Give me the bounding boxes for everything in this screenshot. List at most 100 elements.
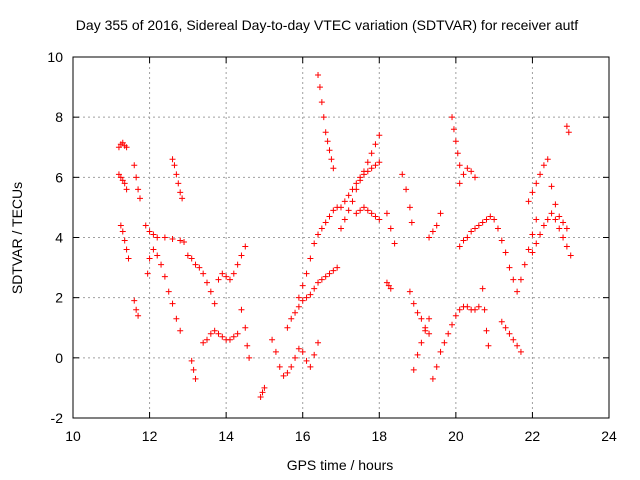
data-point xyxy=(414,351,421,358)
data-point xyxy=(115,171,122,178)
data-point xyxy=(364,207,371,214)
data-point xyxy=(429,228,436,235)
data-point xyxy=(299,282,306,289)
data-point xyxy=(330,267,337,274)
data-point xyxy=(119,139,126,146)
data-point xyxy=(234,261,241,268)
series-arc-26 xyxy=(410,315,433,373)
data-point xyxy=(481,306,488,313)
data-point xyxy=(123,186,130,193)
data-markers xyxy=(115,72,574,400)
data-point xyxy=(502,249,509,256)
data-point xyxy=(475,222,482,229)
data-point xyxy=(188,255,195,262)
data-point xyxy=(219,270,226,277)
data-point xyxy=(460,171,467,178)
x-tick-label: 16 xyxy=(295,428,311,444)
series-arc-14 xyxy=(257,384,268,400)
series-arc-3 xyxy=(117,222,132,262)
data-point xyxy=(119,177,126,184)
data-point xyxy=(334,264,341,271)
data-point xyxy=(230,270,237,277)
data-point xyxy=(117,222,124,229)
data-point xyxy=(165,288,172,295)
data-point xyxy=(303,294,310,301)
data-point xyxy=(204,336,210,343)
data-point xyxy=(173,171,180,178)
data-point xyxy=(341,216,348,223)
data-point xyxy=(322,219,329,226)
data-point xyxy=(326,213,333,220)
data-point xyxy=(454,150,461,157)
data-point xyxy=(169,300,176,307)
data-point xyxy=(324,138,331,145)
data-point xyxy=(349,186,356,193)
data-point xyxy=(226,276,233,283)
data-point xyxy=(376,159,383,166)
data-point xyxy=(437,348,444,355)
data-point xyxy=(506,264,513,271)
data-point xyxy=(441,339,448,346)
data-point xyxy=(154,252,161,259)
data-point xyxy=(433,363,440,370)
data-point xyxy=(117,174,124,181)
data-point xyxy=(318,99,325,106)
data-point xyxy=(426,315,433,322)
data-point xyxy=(560,219,567,226)
data-point xyxy=(303,357,310,364)
data-point xyxy=(517,276,524,283)
data-point xyxy=(529,231,536,238)
data-point xyxy=(316,84,323,91)
data-point xyxy=(376,216,383,223)
series-arc-10 xyxy=(184,252,218,307)
data-point xyxy=(408,219,415,226)
data-point xyxy=(357,207,364,214)
data-point xyxy=(521,261,528,268)
data-point xyxy=(445,330,452,337)
data-point xyxy=(318,276,325,283)
series-arc-34 xyxy=(498,318,524,355)
data-point xyxy=(158,261,165,268)
data-point xyxy=(244,342,251,349)
data-point xyxy=(479,219,486,226)
data-point xyxy=(368,210,375,217)
data-point xyxy=(353,180,360,187)
data-point xyxy=(171,162,178,169)
data-point xyxy=(179,195,186,202)
data-point xyxy=(315,72,322,79)
x-tick-label: 24 xyxy=(601,428,617,444)
data-point xyxy=(456,180,463,187)
data-point xyxy=(131,162,138,169)
data-point xyxy=(533,216,540,223)
data-point xyxy=(345,207,352,214)
series-arc-12 xyxy=(215,243,249,283)
data-point xyxy=(387,285,394,292)
data-point xyxy=(184,252,191,259)
series-arc-32 xyxy=(479,285,492,349)
data-point xyxy=(146,228,153,235)
data-point xyxy=(506,330,513,337)
series-arc-13 xyxy=(238,306,253,361)
data-point xyxy=(315,231,322,238)
y-tick-label: 4 xyxy=(55,230,63,246)
data-point xyxy=(364,159,371,166)
data-point xyxy=(257,393,264,400)
series-arc-16 xyxy=(284,264,341,331)
data-point xyxy=(353,210,360,217)
data-point xyxy=(303,270,310,277)
series-arc-9 xyxy=(188,357,199,382)
series-arc-2 xyxy=(115,171,130,193)
data-point xyxy=(311,285,318,292)
x-tick-label: 18 xyxy=(371,428,387,444)
data-point xyxy=(510,336,517,343)
data-point xyxy=(146,255,153,262)
data-point xyxy=(135,312,142,319)
data-point xyxy=(556,225,563,232)
data-point xyxy=(280,372,287,379)
y-tick-label: -2 xyxy=(51,410,64,426)
data-point xyxy=(311,240,318,247)
x-tick-label: 14 xyxy=(218,428,234,444)
